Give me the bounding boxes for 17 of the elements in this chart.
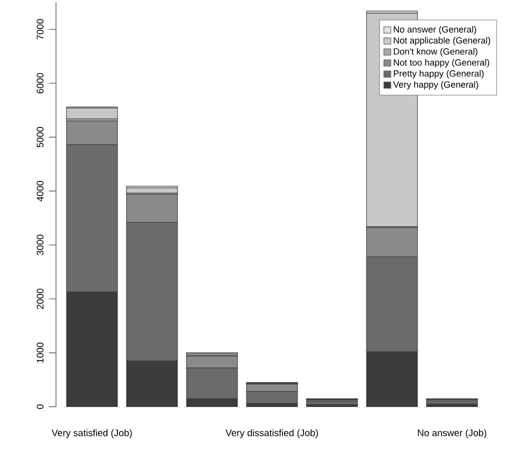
y-tick-label: 0 xyxy=(36,404,44,409)
y-tick-label: 1000 xyxy=(36,342,44,363)
legend-label: Not too happy (General) xyxy=(394,59,490,68)
legend-label: Don't know (General) xyxy=(394,48,478,56)
x-tick-label: Very satisfied (Job) xyxy=(52,429,132,438)
x-tick-label: No answer (Job) xyxy=(418,429,486,438)
legend-label: Very happy (General) xyxy=(393,81,478,90)
y-tick-label: 3000 xyxy=(36,234,44,256)
y-tick-label: 4000 xyxy=(36,180,44,202)
y-tick-label: 5000 xyxy=(36,126,44,148)
legend-label: No answer (General) xyxy=(394,26,476,34)
y-tick-label: 6000 xyxy=(36,73,44,94)
y-tick-label: 2000 xyxy=(36,288,44,309)
y-tick-label: 7000 xyxy=(36,19,44,40)
legend-label: Not applicable (General) xyxy=(394,37,490,46)
x-tick-label: Very dissatisfied (Job) xyxy=(226,429,318,438)
legend-label: Pretty happy (General) xyxy=(394,70,484,78)
